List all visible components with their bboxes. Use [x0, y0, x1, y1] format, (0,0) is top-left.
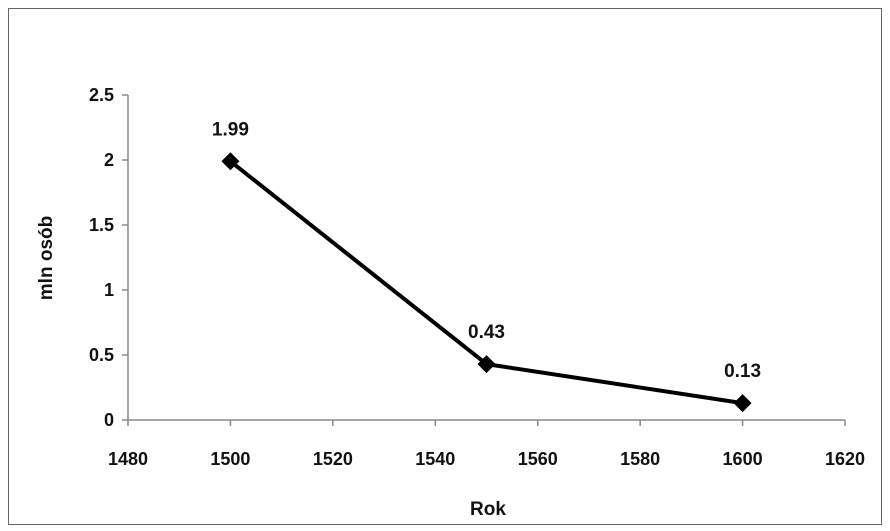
- x-tick-label: 1620: [825, 449, 865, 469]
- data-label: 0.13: [724, 361, 761, 382]
- labels-layer: 1.99 0.43 0.13: [212, 119, 761, 382]
- data-label: 0.43: [468, 322, 505, 343]
- y-tick-label: 1.5: [89, 215, 114, 235]
- y-tick-label: 2: [104, 150, 114, 170]
- data-point-marker: [221, 152, 240, 171]
- y-tick-label: 0.5: [89, 345, 114, 365]
- x-tick-label: 1600: [723, 449, 763, 469]
- y-tick-label: 0: [104, 410, 114, 430]
- axes: 0 0.5 1 1.5 2 2.5 1480 1500 1520 1540 1560 1580 1600…: [89, 85, 865, 469]
- x-tick-label: 1520: [313, 449, 353, 469]
- data-point-marker: [477, 355, 496, 374]
- y-tick-label: 1: [104, 280, 114, 300]
- x-tick-label: 1540: [415, 449, 455, 469]
- x-tick-label: 1480: [108, 449, 148, 469]
- y-axis-title: mln osób: [36, 216, 57, 300]
- x-tick-label: 1500: [210, 449, 250, 469]
- chart-frame: [8, 8, 882, 525]
- data-point-marker: [733, 394, 752, 413]
- x-tick-label: 1560: [518, 449, 558, 469]
- y-tick-label: 2.5: [89, 85, 114, 105]
- data-label: 1.99: [212, 119, 249, 140]
- series-layer: [221, 152, 752, 413]
- x-axis-title: Rok: [470, 499, 506, 520]
- x-tick-label: 1580: [620, 449, 660, 469]
